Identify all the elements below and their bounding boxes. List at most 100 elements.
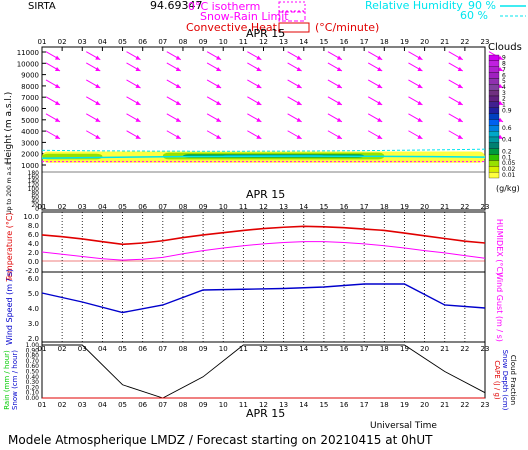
wind-arrowhead bbox=[95, 100, 101, 105]
wind-tick-label: 3.0 bbox=[28, 320, 39, 328]
wind-arrowhead bbox=[377, 66, 383, 71]
legend-snow-rain: Snow-Rain Limit bbox=[200, 10, 289, 23]
height-tick-label: 2000 bbox=[21, 151, 39, 159]
hour-label: 20 bbox=[420, 38, 429, 46]
rh-90-line bbox=[41, 155, 486, 159]
hour-label: 15 bbox=[319, 345, 328, 353]
low-height-tick-label: 40 bbox=[31, 198, 39, 205]
colorbar-swatch bbox=[488, 119, 500, 126]
wind-tick-label: 5.0 bbox=[28, 290, 39, 298]
rain-tick-label: 0.10 bbox=[26, 390, 40, 397]
legend-rh-60: 60 % bbox=[460, 9, 488, 22]
hour-label: 02 bbox=[58, 38, 67, 46]
wind-arrowhead bbox=[377, 83, 383, 88]
wind-arrowhead bbox=[296, 117, 302, 122]
hour-label: 02 bbox=[58, 345, 67, 353]
wind-arrowhead bbox=[135, 100, 141, 105]
height-axis-label: Height (m a.s.l.) bbox=[4, 92, 14, 165]
hour-label: 10 bbox=[219, 401, 228, 409]
hour-label: 22 bbox=[460, 38, 469, 46]
date-label-temp: APR 15 bbox=[246, 188, 285, 201]
hour-label: 18 bbox=[380, 38, 389, 46]
colorbar-label: 0.9 bbox=[502, 107, 512, 114]
hour-label: 15 bbox=[319, 203, 328, 211]
hour-label: 06 bbox=[138, 38, 147, 46]
hour-label: 15 bbox=[319, 401, 328, 409]
colorbar-label: 0.4 bbox=[502, 137, 512, 144]
wind-arrowhead bbox=[216, 66, 222, 71]
wind-series bbox=[41, 283, 486, 314]
hour-label: 01 bbox=[38, 203, 47, 211]
rain-ticks: 0.000.100.200.300.400.500.600.700.800.90… bbox=[26, 342, 40, 402]
wind-arrowhead bbox=[296, 134, 302, 139]
hour-label: 12 bbox=[259, 38, 268, 46]
rain-tick-label: 0.00 bbox=[26, 395, 40, 402]
hour-label: 16 bbox=[340, 38, 349, 46]
height-tick-label: 7000 bbox=[21, 94, 39, 102]
hour-label: 20 bbox=[420, 345, 429, 353]
wind-tick-label: 6.0 bbox=[28, 275, 39, 283]
temperature-tick-label: 6.0 bbox=[28, 231, 39, 239]
series-line-temperature bbox=[41, 225, 486, 246]
hour-label: 04 bbox=[98, 38, 107, 46]
hour-label: 22 bbox=[460, 203, 469, 211]
rain-series bbox=[42, 344, 486, 399]
hour-label: 17 bbox=[360, 401, 369, 409]
date-label-top: APR 15 bbox=[246, 27, 285, 40]
hour-label: 06 bbox=[138, 203, 147, 211]
hour-label: 23 bbox=[481, 38, 490, 46]
cloud-fraction-axis-label: Cloud Fraction bbox=[509, 355, 517, 405]
wind-arrowhead bbox=[256, 83, 262, 88]
hour-label: 01 bbox=[38, 38, 47, 46]
rain-tick-label: 0.50 bbox=[26, 369, 40, 376]
forecast-footer: Modele Atmospherique LMDZ / Forecast sta… bbox=[8, 433, 433, 447]
wind-arrowhead bbox=[336, 55, 342, 60]
colorbar-swatch bbox=[488, 142, 500, 149]
wind-arrowhead bbox=[95, 117, 101, 122]
hour-label: 03 bbox=[78, 401, 87, 409]
series-line-wind-speed bbox=[41, 283, 486, 314]
hour-label: 04 bbox=[98, 203, 107, 211]
wind-tick-label: 4.0 bbox=[28, 305, 39, 313]
hour-label: 22 bbox=[460, 345, 469, 353]
colorbar-swatch bbox=[488, 160, 500, 167]
height-tick-label: 8000 bbox=[21, 83, 39, 91]
hour-label: 09 bbox=[199, 401, 208, 409]
legend-convective: Convective Heat. bbox=[186, 21, 280, 34]
temperature-panel: APR 15 01 02 03 04 05 06 07 08 09 10 11 12 13 14 15 16 1… bbox=[5, 188, 504, 283]
hour-label: 14 bbox=[299, 203, 308, 211]
wind-arrowhead bbox=[55, 117, 60, 122]
wind-arrowhead bbox=[95, 66, 101, 71]
wind-arrowhead bbox=[417, 134, 423, 139]
low-height-tick-label: 20 bbox=[31, 202, 39, 209]
colorbar-label: 4 bbox=[502, 84, 506, 91]
wind-arrowhead bbox=[457, 83, 463, 88]
cloud-layer bbox=[41, 148, 486, 173]
height-tick-label: 10000 bbox=[17, 60, 39, 68]
low-height-tick-label: 180 bbox=[28, 170, 40, 177]
hour-label: 10 bbox=[219, 203, 228, 211]
clouds-panel: APR 15 01 02 03 04 05 06 07 08 09 10 11 12 13 14 15 16 1… bbox=[4, 27, 522, 215]
wind-arrowhead bbox=[216, 83, 222, 88]
temperature-tick-label: 4.0 bbox=[28, 240, 39, 248]
hour-label: 07 bbox=[158, 203, 167, 211]
low-height-tick-label: 160 bbox=[28, 174, 40, 181]
temperature-axis-label: Temperature (°C) bbox=[5, 212, 14, 282]
legend-rh-90: 90 % bbox=[468, 0, 496, 12]
height-tick-label: 6000 bbox=[21, 106, 39, 114]
rain-tick-label: 0.70 bbox=[26, 358, 40, 365]
wind-arrowhead bbox=[498, 66, 503, 71]
wind-arrowhead bbox=[55, 66, 60, 71]
hour-label: 21 bbox=[440, 345, 449, 353]
hour-label: 03 bbox=[78, 203, 87, 211]
wind-arrows bbox=[45, 51, 504, 140]
colorbar-swatch bbox=[488, 54, 500, 62]
rain-tick-label: 0.80 bbox=[26, 353, 40, 360]
hour-label: 19 bbox=[400, 401, 409, 409]
wind-arrowhead bbox=[135, 134, 141, 139]
cape-axis-label: CAPE (J / g) bbox=[493, 360, 501, 400]
wind-arrowhead bbox=[498, 134, 503, 139]
rain-axis-label: Rain (mm / hour) bbox=[3, 350, 11, 410]
